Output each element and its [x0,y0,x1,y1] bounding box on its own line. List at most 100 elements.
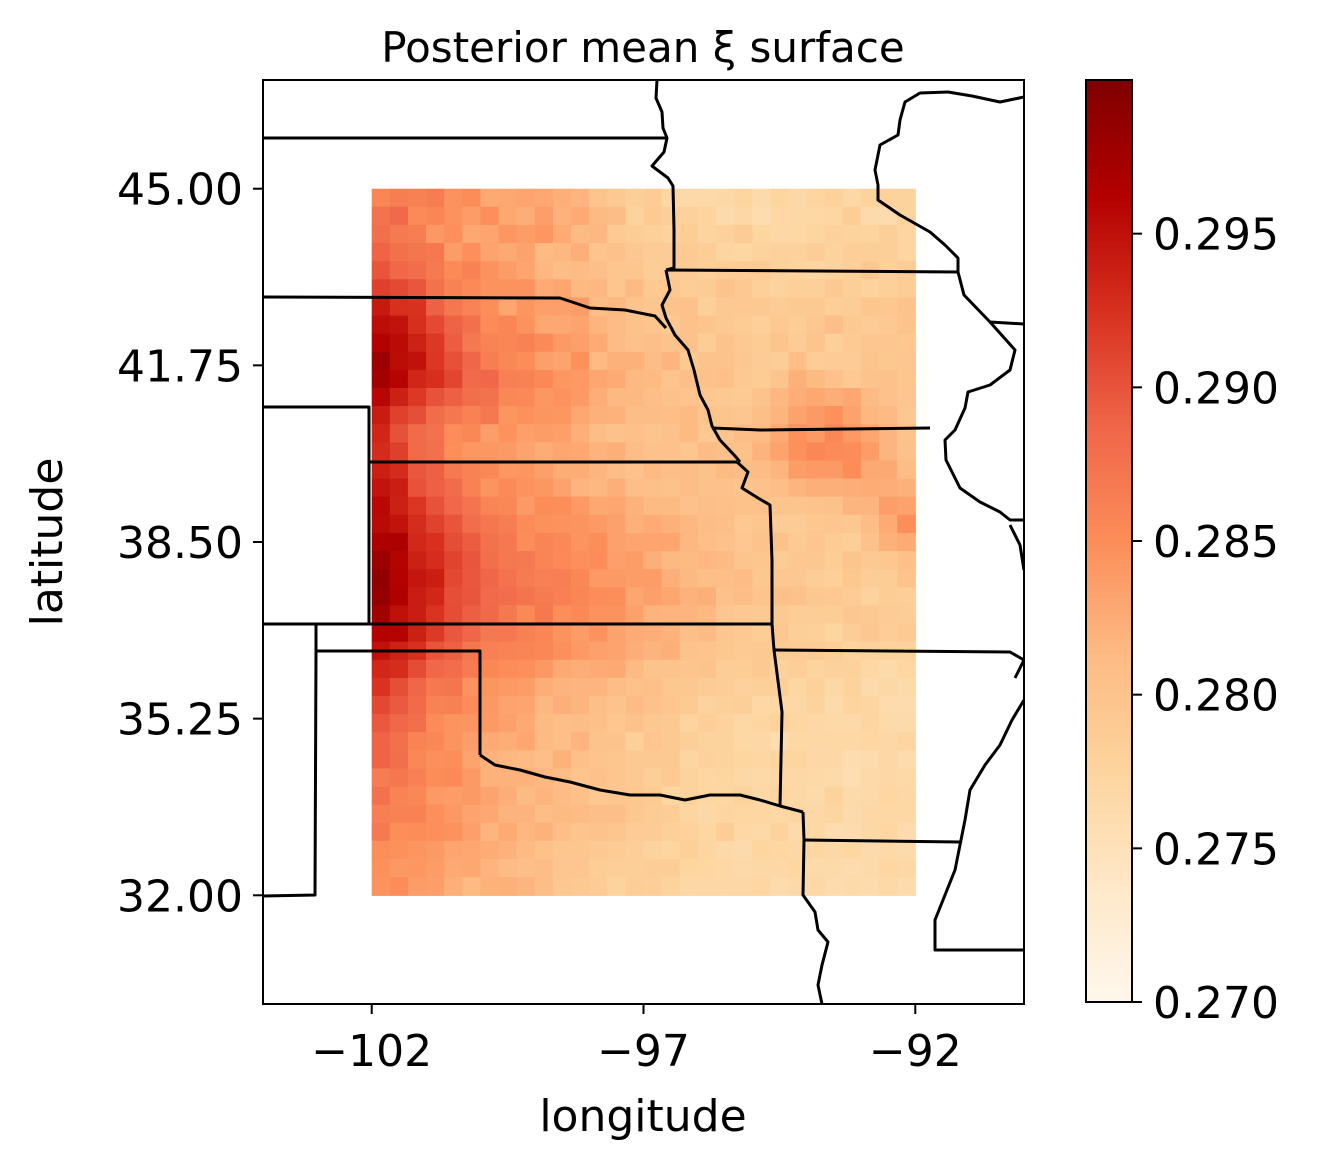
heatmap-cell [426,714,445,733]
heatmap-cell [643,605,663,625]
heatmap-cell [897,224,916,244]
heatmap-cell [407,369,427,389]
heatmap-cell [589,696,608,715]
heatmap-cell [552,460,572,480]
heatmap-cell [842,750,862,770]
heatmap-cell [534,786,554,806]
heatmap-cell [480,641,500,661]
heatmap-cell [734,677,753,697]
heatmap-cell [407,351,427,371]
heatmap-cell [661,460,681,480]
heatmap-cell [734,188,753,208]
heatmap-cell [607,514,626,534]
heatmap-cell [824,496,844,516]
heatmap-cell [371,514,391,534]
heatmap-cell [426,840,445,860]
heatmap-cell [842,587,862,607]
heatmap-cell [679,623,699,643]
heatmap-cell [661,732,681,751]
heatmap-cell [697,605,717,625]
border-mo-ar [773,648,1024,679]
border-tx-ar-la [801,811,830,1004]
heatmap-cell [697,460,717,480]
heatmap-cell [842,388,862,407]
heatmap-cell [842,369,862,389]
heatmap-cell [480,514,500,534]
heatmap-cell [788,569,808,588]
heatmap-cell [661,587,681,607]
heatmap-cell [516,315,536,335]
heatmap-cell [625,840,645,860]
heatmap-cell [498,551,518,570]
heatmap-cell [516,659,536,679]
heatmap-cell [371,696,391,715]
heatmap-cell [679,496,699,516]
heatmap-cell [788,514,808,534]
heatmap-cell [842,822,862,842]
heatmap-cell [625,224,645,244]
heatmap-cell [607,532,626,552]
heatmap-cell [516,641,536,661]
heatmap-cell [824,587,844,607]
heatmap-cell [625,605,645,625]
heatmap-cell [715,605,735,625]
heatmap-cell [607,478,626,498]
heatmap-cell [697,478,717,498]
heatmap-cell [389,388,409,407]
heatmap-cell [860,732,880,751]
heatmap-cell [444,768,463,788]
heatmap-cell [879,351,898,371]
heatmap-cell [407,840,427,860]
heatmap-cell [534,750,554,770]
heatmap-cell [897,406,916,425]
heatmap-cell [516,732,536,751]
heatmap-cell [625,514,645,534]
heatmap-cell [516,822,536,842]
heatmap-cell [462,333,482,353]
heatmap-cell [552,840,572,860]
heatmap-cell [643,551,663,570]
heatmap-cell [824,351,844,371]
heatmap-cell [571,714,590,733]
heatmap-cell [444,460,463,480]
heatmap-cell [842,786,862,806]
heatmap-cell [607,496,626,516]
y-tick-label: 35.25 [117,695,243,746]
heatmap-cell [480,442,500,462]
heatmap-cell [426,369,445,389]
heatmap-cell [879,877,898,896]
heatmap-cell [552,279,572,299]
heatmap-cell [389,587,409,607]
heatmap-cell [715,877,735,896]
heatmap-cell [444,206,463,226]
heatmap-cell [589,188,608,208]
heatmap-cell [643,388,663,407]
heatmap-cell [534,587,554,607]
heatmap-cell [824,877,844,896]
heatmap-cell [806,243,826,262]
heatmap-cell [661,605,681,625]
heatmap-cell [806,224,826,244]
heatmap-cell [480,659,500,679]
heatmap-cell [824,406,844,425]
heatmap-cell [498,768,518,788]
heatmap-cell [788,460,808,480]
heatmap-cell [715,496,735,516]
heatmap-cell [697,206,717,226]
heatmap-cell [552,804,572,824]
heatmap-cell [842,859,862,878]
heatmap-cell [842,569,862,588]
heatmap-cell [480,877,500,896]
heatmap-cell [860,478,880,498]
heatmap-cell [860,406,880,425]
heatmap-cell [824,514,844,534]
heatmap-cell [897,279,916,299]
heatmap-cell [480,532,500,552]
heatmap-cell [679,243,699,262]
heatmap-cell [571,641,590,661]
heatmap-cell [897,877,916,896]
heatmap-cell [788,297,808,317]
heatmap-cell [571,351,590,371]
heatmap-cell [589,333,608,353]
heatmap-cell [462,696,482,715]
